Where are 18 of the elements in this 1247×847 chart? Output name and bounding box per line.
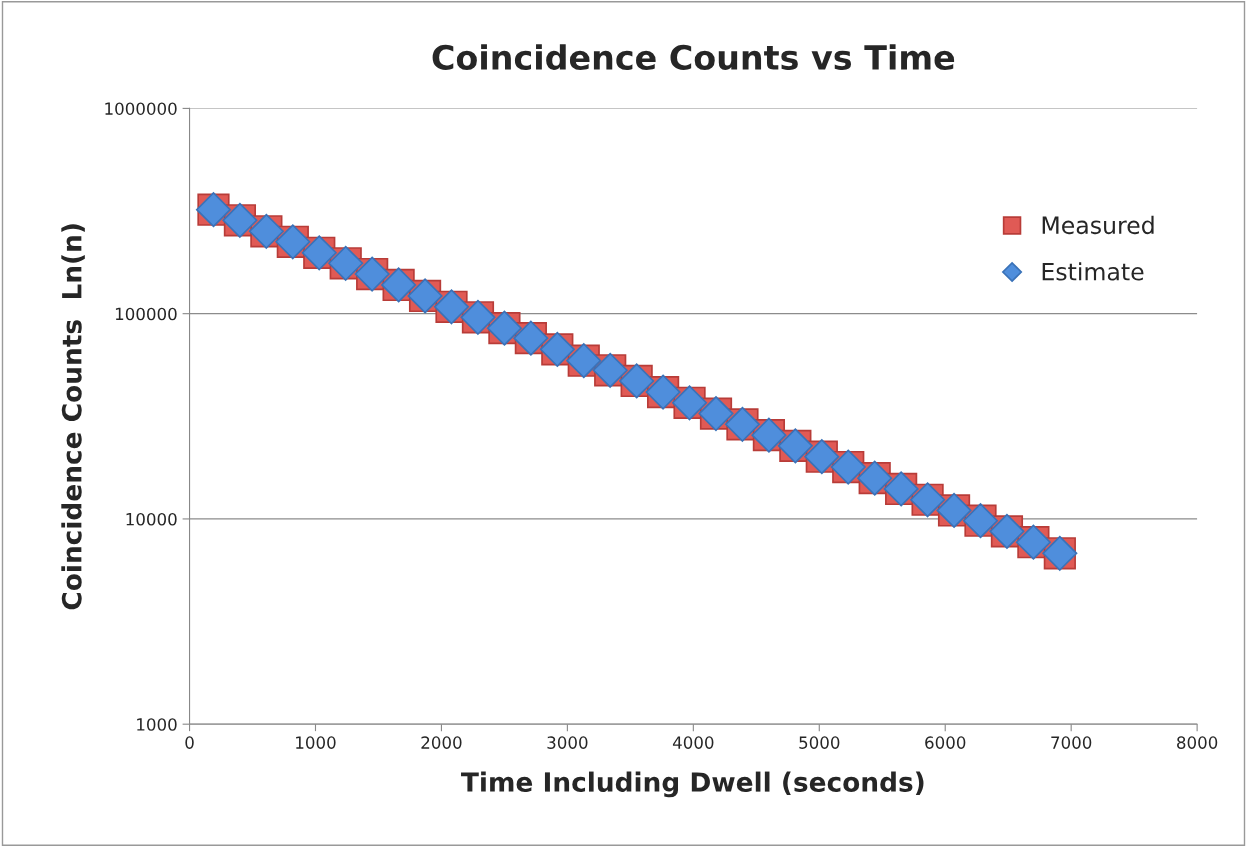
y-tick-label: 10000 <box>126 512 177 526</box>
x-tick-label: 8000 <box>1177 736 1218 749</box>
x-tick-label: 0 <box>185 736 194 749</box>
x-axis-title: Time Including Dwell (seconds) <box>461 771 924 798</box>
x-tick-label: 7000 <box>1051 736 1092 749</box>
x-tick-label: 1000 <box>296 736 336 749</box>
x-tick-label: 6000 <box>925 736 966 749</box>
x-tick-label: 3000 <box>547 736 588 749</box>
legend-label: Estimate <box>1042 262 1144 281</box>
x-tick-label: 4000 <box>672 736 714 749</box>
y-axis-title: Coincidence Counts Ln(n) <box>61 224 85 610</box>
chart-title: Coincidence Counts vs Time <box>432 44 955 70</box>
y-tick-label: 100000 <box>115 307 177 321</box>
x-tick-label: 2000 <box>421 736 462 749</box>
y-tick-label: 1000000 <box>105 102 177 115</box>
x-tick-label: 5000 <box>799 736 840 749</box>
y-tick-label: 1000 <box>137 718 177 731</box>
legend-label: Measured <box>1042 215 1154 235</box>
